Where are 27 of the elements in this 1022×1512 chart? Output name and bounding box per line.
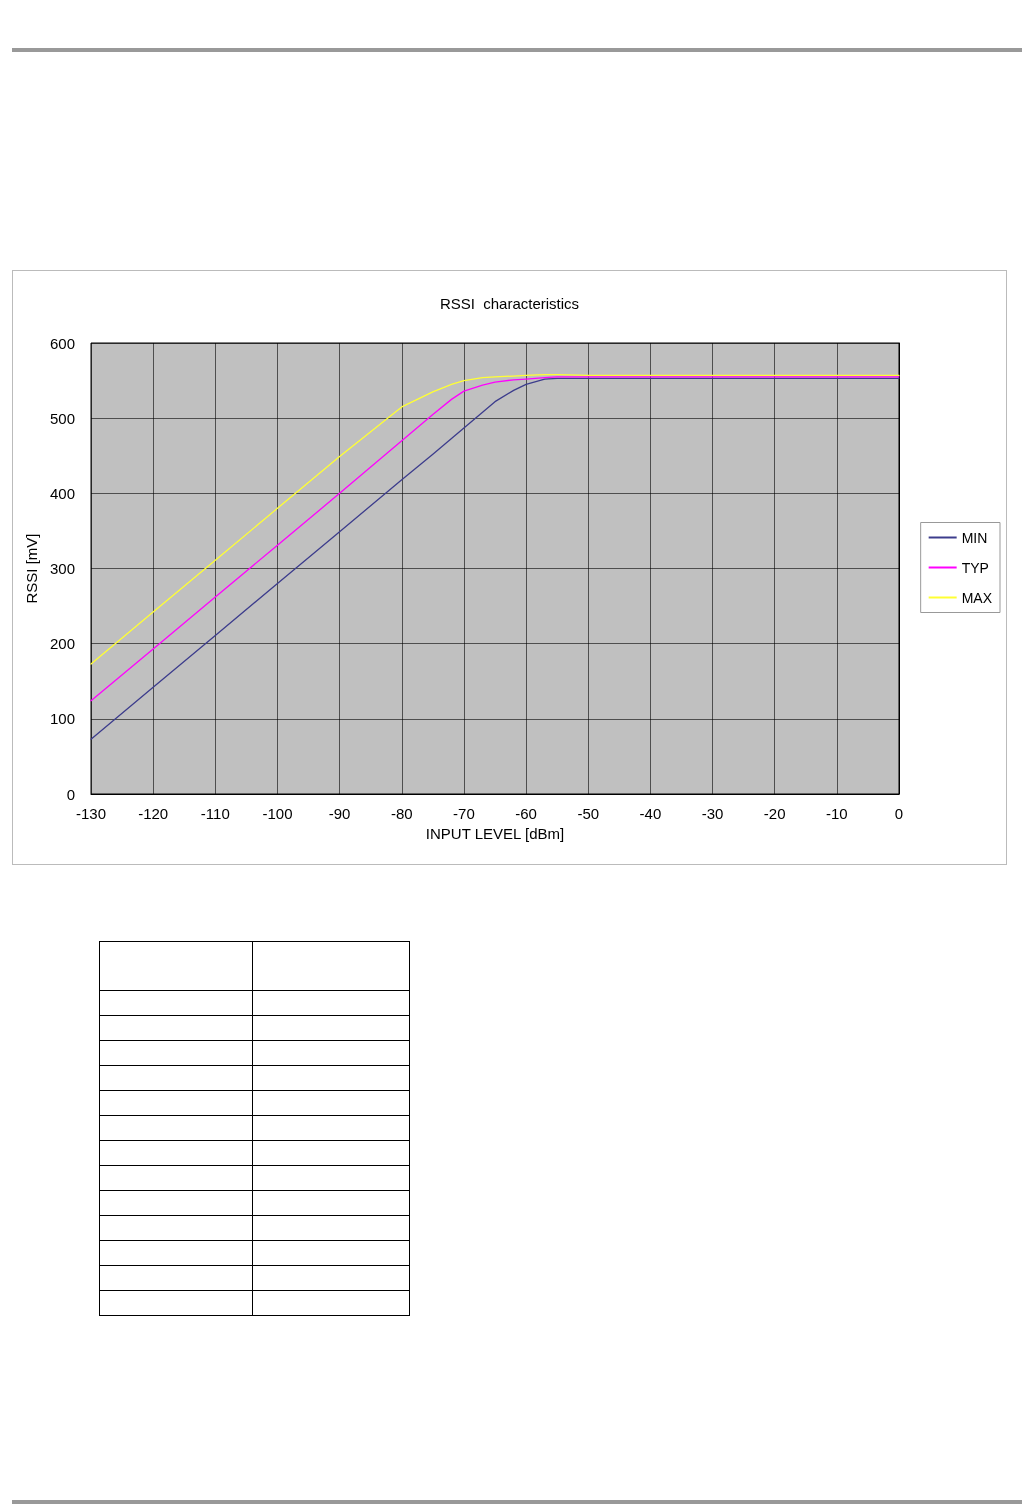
x-tick-label: -40 [639, 805, 662, 822]
legend-label: MIN [961, 529, 988, 546]
legend-label: MAX [961, 589, 993, 606]
x-tick-label: -60 [515, 805, 537, 822]
x-tick-label: -10 [826, 805, 848, 822]
x-tick-label: -130 [75, 805, 107, 822]
legend-label: TYP [961, 559, 989, 576]
y-tick-label: 400 [49, 484, 75, 502]
y-tick-label: 500 [49, 409, 75, 427]
y-tick-label: 300 [49, 560, 75, 577]
y-tick-label: 0 [66, 785, 75, 803]
x-tick-label: -110 [200, 805, 230, 822]
chart-title: RSSI characteristics [439, 295, 580, 312]
x-tick-label: -20 [763, 805, 786, 822]
y-tick-label: 200 [49, 635, 75, 653]
x-tick-label: -120 [138, 805, 169, 822]
x-tick-label: -50 [577, 805, 600, 822]
x-tick-label: -100 [262, 805, 293, 822]
y-axis-title: RSSI [mV] [23, 533, 40, 604]
x-tick-label: -90 [328, 805, 351, 822]
x-tick-label: 0 [894, 805, 904, 822]
x-tick-label: -80 [390, 805, 413, 822]
x-axis-title: INPUT LEVEL [dBm] [425, 825, 565, 842]
y-tick-label: 100 [49, 710, 75, 728]
y-tick-label: 600 [49, 334, 75, 352]
x-tick-label: -30 [701, 805, 724, 822]
x-tick-label: -70 [453, 805, 475, 822]
